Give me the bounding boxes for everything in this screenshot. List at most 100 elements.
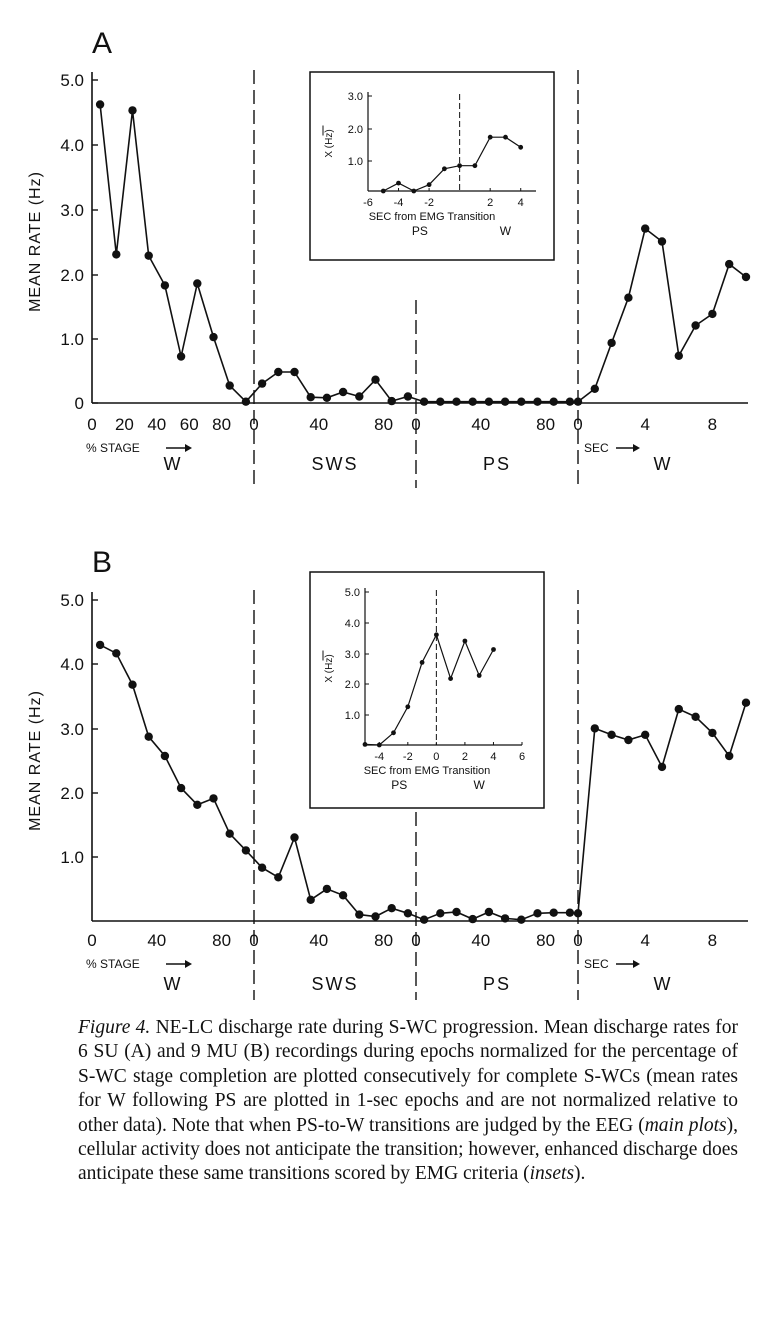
p0-x-tick-label: 8 — [708, 415, 717, 434]
p0-inset-series-line — [383, 136, 522, 192]
p0-x-tick-label: 0 — [249, 415, 258, 434]
p1-data-point — [290, 833, 299, 842]
p0-data-point — [565, 397, 575, 406]
p0-data-point — [338, 387, 348, 397]
p0-data-point — [241, 397, 251, 406]
p1-data-point — [306, 895, 315, 904]
p0-inset-y-tick-label: 3.0 — [348, 91, 363, 103]
p1-x-tick-label: 8 — [708, 931, 717, 950]
p1-data-point — [419, 915, 429, 924]
p1-inset-data-point — [476, 673, 482, 678]
p1-inset-data-point — [376, 742, 382, 748]
p1-data-point — [112, 649, 121, 658]
p1-data-point — [725, 751, 734, 761]
p0-x-axis-label: % STAGE — [86, 441, 140, 455]
p1-data-point — [517, 915, 526, 924]
p1-data-point — [274, 873, 283, 882]
p0-x-axis-arrow-head — [185, 444, 192, 452]
p1-data-point — [209, 794, 218, 803]
p1-data-point — [590, 724, 599, 733]
p1-sec-label: SEC — [584, 957, 609, 971]
p0-data-point — [193, 279, 202, 288]
p0-sec-arrow-head — [633, 444, 640, 452]
p0-data-point — [355, 392, 364, 401]
p1-data-point — [257, 863, 267, 872]
p1-data-point — [193, 800, 202, 809]
p1-data-point — [452, 907, 461, 917]
p0-y-tick-label: 0 — [75, 394, 84, 413]
p1-x-tick-label: 80 — [374, 931, 393, 950]
caption-text-3: ). — [574, 1163, 586, 1185]
p1-inset-y-tick-label: 5.0 — [345, 587, 360, 599]
p0-data-point — [517, 397, 526, 406]
p0-data-point — [708, 309, 717, 319]
p1-x-tick-label: 0 — [573, 931, 582, 950]
p1-inset-y-tick-label: 1.0 — [345, 710, 360, 722]
p1-data-point — [484, 907, 494, 917]
caption-label: Figure 4. — [78, 1017, 151, 1038]
p0-data-point — [128, 106, 137, 115]
p0-data-point — [436, 397, 445, 406]
p1-y-axis-label: MEAN RATE (Hz) — [27, 690, 44, 831]
p0-data-point — [387, 396, 396, 406]
p1-inset-data-point — [419, 660, 425, 665]
p1-inset-data-point — [405, 704, 411, 710]
p1-data-point — [468, 914, 477, 924]
p1-inset-data-point — [362, 742, 368, 747]
p0-y-tick-label: 3.0 — [60, 201, 84, 220]
p0-data-point — [274, 367, 283, 377]
p1-y-tick-label: 2.0 — [60, 784, 84, 803]
p0-data-point — [160, 281, 170, 290]
p1-x-tick-label: 80 — [212, 931, 231, 950]
p0-data-point — [419, 397, 429, 406]
p1-stage-label: PS — [483, 974, 511, 994]
p1-data-point — [322, 884, 332, 894]
p1-inset-data-point — [391, 730, 396, 736]
p1-data-point — [674, 704, 683, 714]
p1-x-tick-label: 40 — [471, 931, 490, 950]
p0-inset-data-point — [442, 166, 447, 172]
p0-x-tick-label: 60 — [180, 415, 199, 434]
p1-data-point — [176, 783, 186, 793]
p0-inset-x-tick-label: 4 — [518, 197, 524, 209]
p0-inset-x-label: SEC from EMG Transition — [369, 211, 496, 223]
p0-data-point — [624, 293, 633, 302]
p1-x-tick-label: 40 — [147, 931, 166, 950]
p0-data-point — [533, 397, 542, 406]
p1-inset-data-point — [448, 676, 453, 681]
p1-inset-frame — [309, 571, 545, 809]
p0-y-tick-label: 2.0 — [60, 266, 84, 285]
p0-inset-frame — [309, 71, 555, 261]
p0-inset-data-point — [518, 144, 524, 150]
p1-data-point — [387, 904, 396, 913]
p0-data-point — [209, 332, 218, 342]
p0-data-point — [403, 392, 413, 401]
p0-inset-data-point — [396, 180, 401, 186]
p1-inset-y-tick-label: 3.0 — [345, 649, 360, 661]
p1-inset-x-tick-label: -2 — [403, 751, 413, 763]
p0-data-point — [468, 397, 477, 406]
caption-text-2: ), cellular activity does not anticipate… — [78, 1114, 739, 1185]
p1-data-point — [160, 751, 170, 761]
p0-inset-y-label: X (Hz) — [324, 129, 335, 157]
p1-inset-data-point — [491, 647, 496, 652]
p0-data-point — [607, 338, 616, 348]
p0-data-point — [144, 251, 153, 260]
p1-data-point — [225, 829, 234, 838]
p0-inset-y-tick-label: 1.0 — [348, 156, 363, 168]
p0-y-tick-label: 4.0 — [60, 136, 84, 155]
p1-stage-label: W — [654, 974, 673, 994]
p1-data-point — [533, 909, 542, 918]
p0-inset-y-tick-label: 2.0 — [348, 124, 363, 136]
p1-data-point — [573, 909, 583, 918]
p0-data-point — [306, 393, 315, 402]
p1-stage-label: W — [164, 974, 183, 994]
p1-inset-x-tick-label: -4 — [374, 751, 384, 763]
p0-data-point — [452, 397, 461, 406]
p1-y-tick-label: 3.0 — [60, 720, 84, 739]
p1-x-tick-label: 80 — [536, 931, 555, 950]
p1-data-point — [708, 728, 717, 738]
p1-x-tick-label: 0 — [87, 931, 96, 950]
p0-stage-label: W — [164, 454, 183, 474]
p1-data-point — [241, 846, 251, 855]
